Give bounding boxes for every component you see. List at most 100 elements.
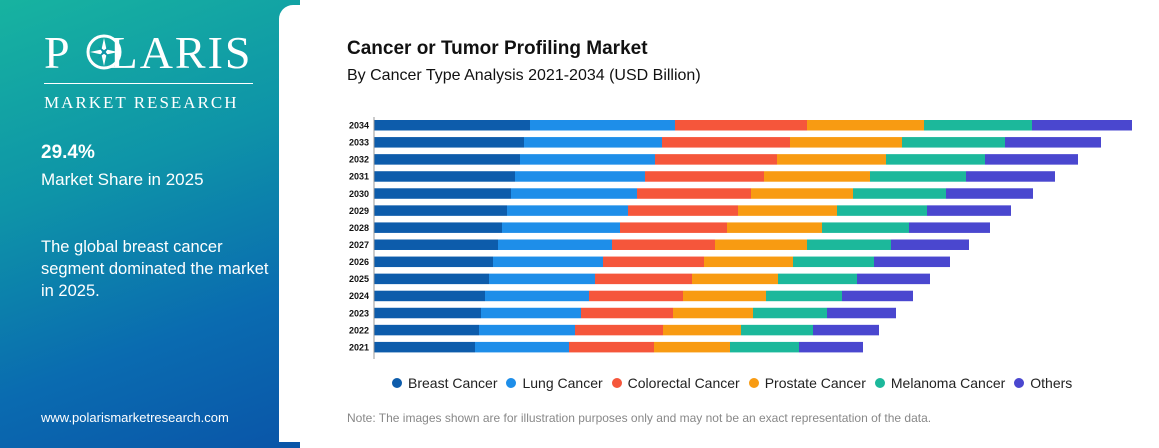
- bar-segment: [374, 120, 530, 131]
- bar-segment: [628, 205, 738, 216]
- summary-text: The global breast cancer segment dominat…: [41, 238, 269, 300]
- bar-segment: [374, 273, 489, 285]
- bar-segment: [870, 171, 966, 182]
- bar-segment: [777, 154, 886, 165]
- bar-segment: [498, 239, 612, 250]
- bar-segment: [985, 154, 1078, 165]
- y-tick-label: 2031: [349, 172, 369, 182]
- legend-label: Breast Cancer: [408, 375, 498, 391]
- legend-swatch: [748, 378, 759, 388]
- bar-segment: [874, 256, 950, 268]
- chart-legend: Breast Cancer Lung Cancer Colorectal Cance…: [392, 375, 1081, 391]
- bar-segment: [485, 290, 589, 302]
- y-tick-label: 2027: [349, 240, 369, 250]
- bar-segment: [620, 222, 727, 233]
- bar-segment: [374, 137, 524, 148]
- bar-segment: [827, 307, 896, 319]
- bar-segment: [837, 205, 927, 216]
- chart-subtitle: By Cancer Type Analysis 2021-2034 (USD B…: [347, 67, 701, 84]
- y-tick-label: 2026: [349, 257, 369, 267]
- bar-segment: [662, 137, 790, 148]
- bar-segment: [683, 290, 766, 302]
- y-tick-label: 2030: [349, 189, 369, 199]
- legend-item: Colorectal Cancer: [611, 375, 740, 391]
- left-info-panel: P LARIS MARKET RESEARCH 29.4% Market Shar…: [0, 0, 300, 448]
- bar-segment: [778, 273, 857, 285]
- bar-segment: [741, 324, 813, 336]
- bar-segment: [481, 307, 581, 319]
- bar-segment: [766, 290, 842, 302]
- bar-segment: [479, 324, 575, 336]
- bar-segment: [374, 256, 493, 268]
- legend-swatch: [392, 378, 402, 388]
- bar-segment: [673, 307, 753, 319]
- bar-segment: [374, 188, 511, 199]
- legend-label: Prostate Cancer: [764, 375, 866, 391]
- bar-segment: [799, 341, 863, 353]
- logo-subtitle: MARKET RESEARCH: [44, 93, 239, 112]
- bar-segment: [753, 307, 827, 319]
- bar-segment: [374, 307, 481, 319]
- legend-item: Prostate Cancer: [748, 375, 866, 391]
- bar-segment: [589, 290, 683, 302]
- bar-segment: [751, 188, 853, 199]
- legend-label: Lung Cancer: [522, 375, 603, 391]
- y-tick-label: 2033: [349, 138, 369, 148]
- legend-label: Melanoma Cancer: [890, 375, 1006, 391]
- disclaimer-note: Note: The images shown are for illustrat…: [347, 411, 932, 425]
- bar-segment: [675, 120, 807, 131]
- bar-segment: [730, 341, 799, 353]
- legend-swatch: [506, 378, 517, 388]
- bar-segment: [374, 222, 502, 233]
- bar-segment: [946, 188, 1033, 199]
- bar-segment: [909, 222, 990, 233]
- bar-segment: [530, 120, 675, 131]
- logo-divider: [44, 83, 253, 84]
- bar-segment: [853, 188, 946, 199]
- website-link[interactable]: www.polarismarketresearch.com: [41, 410, 229, 425]
- bar-segment: [374, 171, 515, 182]
- bar-segment: [715, 239, 807, 250]
- bar-segment: [507, 205, 628, 216]
- bar-segment: [655, 154, 777, 165]
- bar-segment: [645, 171, 764, 182]
- y-tick-label: 2021: [349, 342, 369, 352]
- bar-segment: [1005, 137, 1101, 148]
- bar-segment: [654, 341, 730, 353]
- bar-segment: [374, 154, 520, 165]
- y-tick-label: 2029: [349, 206, 369, 216]
- legend-item: Breast Cancer: [392, 375, 497, 391]
- bar-segment: [1032, 120, 1132, 131]
- bar-segment: [515, 171, 645, 182]
- legend-swatch: [611, 378, 622, 388]
- bar-segment: [738, 205, 837, 216]
- bar-segment: [374, 341, 475, 353]
- legend-item: Melanoma Cancer: [874, 375, 1006, 391]
- y-tick-label: 2025: [349, 274, 369, 284]
- bar-segment: [927, 205, 1011, 216]
- bar-segment: [891, 239, 969, 250]
- bar-segment: [793, 256, 874, 268]
- bar-segment: [637, 188, 751, 199]
- bar-segment: [612, 239, 715, 250]
- y-tick-label: 2023: [349, 308, 369, 318]
- bar-segment: [727, 222, 822, 233]
- bar-segment: [569, 341, 654, 353]
- bar-segment: [924, 120, 1032, 131]
- bar-segment: [374, 290, 485, 302]
- bar-segment: [489, 273, 595, 285]
- chart-title: Cancer or Tumor Profiling Market: [347, 38, 648, 59]
- y-tick-label: 2022: [349, 325, 369, 335]
- bar-segment: [966, 171, 1055, 182]
- y-tick-label: 2032: [349, 155, 369, 165]
- bar-segment: [475, 341, 569, 353]
- bar-segment: [807, 239, 891, 250]
- bar-segment: [886, 154, 985, 165]
- bar-segment: [842, 290, 913, 302]
- compass-star-icon: [86, 34, 122, 70]
- y-tick-label: 2034: [349, 121, 369, 131]
- bar-segment: [595, 273, 692, 285]
- bar-segment: [374, 205, 507, 216]
- bar-segment: [575, 324, 663, 336]
